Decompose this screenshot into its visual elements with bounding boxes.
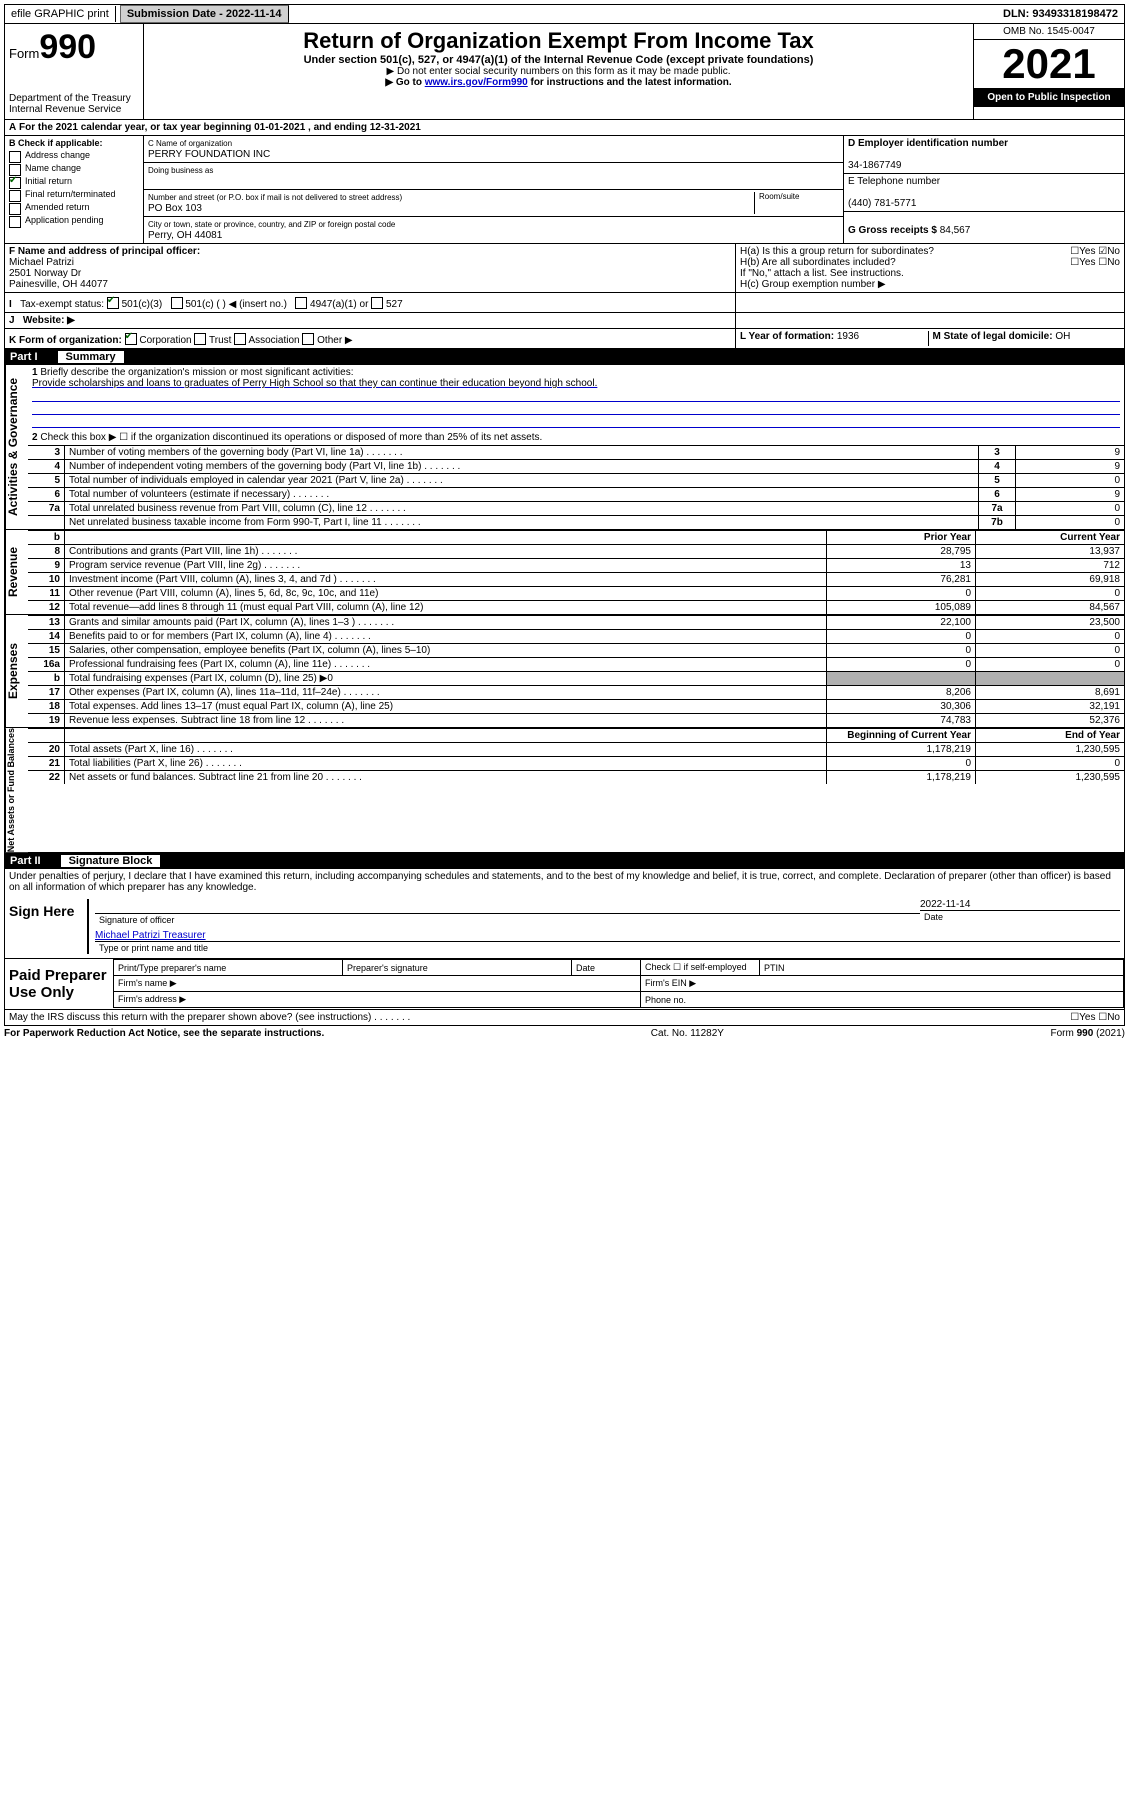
box-f: F Name and address of principal officer:…: [5, 244, 735, 292]
addr-change-checkbox[interactable]: [9, 151, 21, 163]
perjury-statement: Under penalties of perjury, I declare th…: [4, 869, 1125, 895]
mission-text: Provide scholarships and loans to gradua…: [32, 378, 597, 389]
org-name: PERRY FOUNDATION INC: [148, 149, 270, 160]
ssn-note: ▶ Do not enter social security numbers o…: [152, 66, 965, 77]
irs-link[interactable]: www.irs.gov/Form990: [425, 77, 528, 88]
box-c: C Name of organization PERRY FOUNDATION …: [144, 136, 843, 243]
dept-treasury: Department of the Treasury: [9, 93, 139, 104]
paperwork-notice: For Paperwork Reduction Act Notice, see …: [4, 1028, 324, 1039]
527-checkbox[interactable]: [371, 297, 383, 309]
open-inspection-badge: Open to Public Inspection: [974, 88, 1124, 107]
header-right: OMB No. 1545-0047 2021 Open to Public In…: [973, 24, 1124, 119]
trust-checkbox[interactable]: [194, 333, 206, 345]
submission-date-button[interactable]: Submission Date - 2022-11-14: [120, 5, 289, 23]
section-bcdeg: B Check if applicable: Address change Na…: [4, 136, 1125, 244]
paid-preparer-block: Paid Preparer Use Only Print/Type prepar…: [4, 959, 1125, 1010]
section-j: J Website: ▶: [4, 313, 1125, 329]
room-suite: Room/suite: [754, 192, 839, 214]
revenue-table: bPrior YearCurrent Year 8Contributions a…: [28, 530, 1124, 614]
form-title: Return of Organization Exempt From Incom…: [152, 28, 965, 54]
4947-checkbox[interactable]: [295, 297, 307, 309]
501c3-checkbox[interactable]: [107, 297, 119, 309]
paid-preparer-label: Paid Preparer Use Only: [5, 959, 113, 1009]
footer: For Paperwork Reduction Act Notice, see …: [4, 1028, 1125, 1039]
expenses-table: 13Grants and similar amounts paid (Part …: [28, 615, 1124, 727]
assoc-checkbox[interactable]: [234, 333, 246, 345]
top-bar: efile GRAPHIC print Submission Date - 20…: [4, 4, 1125, 24]
side-label-activities: Activities & Governance: [5, 365, 28, 529]
header-center: Return of Organization Exempt From Incom…: [144, 24, 973, 119]
part1-bar: Part ISummary: [4, 349, 1125, 365]
sign-here-label: Sign Here: [5, 895, 83, 958]
telephone: (440) 781-5771: [848, 198, 916, 209]
form-number: 990: [39, 28, 96, 66]
app-pending-checkbox[interactable]: [9, 216, 21, 228]
amended-checkbox[interactable]: [9, 203, 21, 215]
part2-bar: Part IISignature Block: [4, 853, 1125, 869]
officer-sig-line: Signature of officer: [95, 913, 920, 926]
omb-number: OMB No. 1545-0047: [974, 24, 1124, 40]
dln: DLN: 93493318198472: [293, 6, 1124, 22]
form-rev: Form 990 (2021): [1051, 1028, 1125, 1039]
box-h: H(a) Is this a group return for subordin…: [735, 244, 1124, 292]
form-subtitle: Under section 501(c), 527, or 4947(a)(1)…: [152, 54, 965, 66]
final-return-checkbox[interactable]: [9, 190, 21, 202]
form-header: Form990 Department of the Treasury Inter…: [4, 24, 1125, 120]
sig-date-value: 2022-11-14: [920, 899, 1120, 910]
city-state-zip: Perry, OH 44081: [148, 230, 222, 241]
box-b: B Check if applicable: Address change Na…: [5, 136, 144, 243]
section-klm: K Form of organization: Corporation Trus…: [4, 329, 1125, 349]
other-checkbox[interactable]: [302, 333, 314, 345]
goto-note: ▶ Go to www.irs.gov/Form990 for instruct…: [152, 77, 965, 88]
ein: 34-1867749: [848, 160, 901, 171]
street-address: PO Box 103: [148, 203, 202, 214]
efile-label: efile GRAPHIC print: [5, 6, 116, 22]
sign-here-block: Sign Here Signature of officer 2022-11-1…: [4, 895, 1125, 959]
501c-checkbox[interactable]: [171, 297, 183, 309]
initial-return-checkbox[interactable]: [9, 177, 21, 189]
box-de: D Employer identification number 34-1867…: [843, 136, 1124, 243]
corp-checkbox[interactable]: [125, 333, 137, 345]
paid-preparer-table: Print/Type preparer's name Preparer's si…: [113, 959, 1124, 1008]
net-assets-table: Beginning of Current YearEnd of Year 20T…: [28, 728, 1124, 784]
section-i: I Tax-exempt status: 501(c)(3) 501(c) ( …: [4, 293, 1125, 313]
header-left: Form990 Department of the Treasury Inter…: [5, 24, 144, 119]
section-fh: F Name and address of principal officer:…: [4, 244, 1125, 293]
discuss-row: May the IRS discuss this return with the…: [4, 1010, 1125, 1026]
cat-no: Cat. No. 11282Y: [651, 1028, 724, 1039]
side-label-revenue: Revenue: [5, 530, 28, 614]
line-a-period: A For the 2021 calendar year, or tax yea…: [4, 120, 1125, 136]
side-label-net: Net Assets or Fund Balances: [5, 728, 28, 852]
gross-receipts: 84,567: [940, 225, 971, 236]
form-label: Form: [9, 46, 39, 61]
irs-label: Internal Revenue Service: [9, 104, 139, 115]
governance-table: 3Number of voting members of the governi…: [28, 445, 1124, 529]
side-label-expenses: Expenses: [5, 615, 28, 727]
net-assets-section: Net Assets or Fund Balances Beginning of…: [4, 728, 1125, 853]
activities-governance-section: Activities & Governance 1 Briefly descri…: [4, 365, 1125, 530]
revenue-section: Revenue bPrior YearCurrent Year 8Contrib…: [4, 530, 1125, 615]
tax-year: 2021: [974, 40, 1124, 88]
expenses-section: Expenses 13Grants and similar amounts pa…: [4, 615, 1125, 728]
officer-name-link[interactable]: Michael Patrizi Treasurer: [95, 930, 206, 941]
